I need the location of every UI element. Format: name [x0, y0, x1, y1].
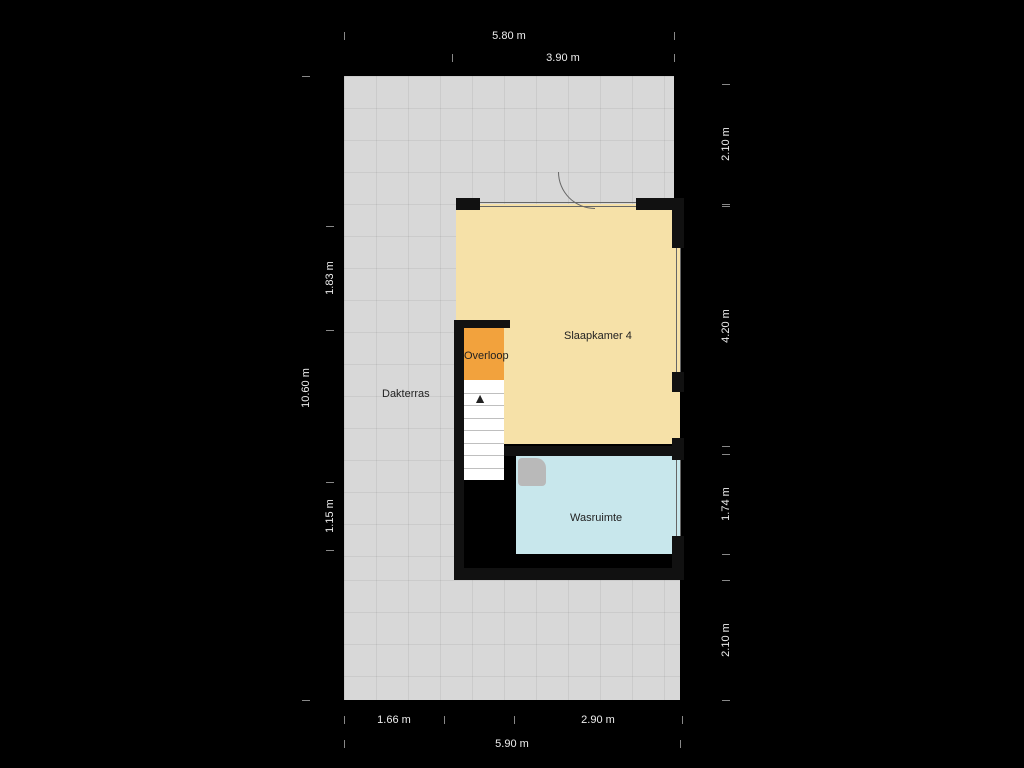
wall-segment: [454, 320, 464, 580]
dimension-tick: [722, 580, 730, 581]
dimension-tick: [722, 554, 730, 555]
terrace-label: Dakterras: [382, 388, 430, 400]
dimension-tick: [344, 716, 345, 724]
label-slaapkamer4: Slaapkamer 4: [564, 330, 632, 342]
dimension-tick: [344, 740, 345, 748]
dimension-tick: [444, 716, 445, 724]
dim-v-1: 1.83 m: [324, 261, 336, 295]
window-line: [676, 248, 677, 372]
dimension-tick: [722, 84, 730, 85]
dim-h-0: 5.80 m: [492, 30, 526, 42]
wall-segment: [454, 568, 684, 580]
dim-v-2: 1.15 m: [324, 499, 336, 533]
dimension-tick: [326, 330, 334, 331]
dimension-tick: [722, 204, 730, 205]
dim-h-2: 1.66 m: [377, 714, 411, 726]
dimension-tick: [302, 76, 310, 77]
stairs-arrow-icon: ▲: [473, 390, 487, 406]
label-overloop: Overloop: [464, 350, 509, 362]
window-line: [680, 460, 681, 536]
dimension-tick: [514, 716, 515, 724]
dimension-tick: [452, 54, 453, 62]
dim-v-0: 10.60 m: [300, 368, 312, 408]
dim-h-1: 3.90 m: [546, 52, 580, 64]
dimension-tick: [680, 740, 681, 748]
dimension-tick: [722, 446, 730, 447]
wall-segment: [672, 198, 684, 248]
wall-segment: [456, 198, 480, 210]
washer-fixture-icon: [518, 458, 546, 486]
dimension-tick: [326, 226, 334, 227]
dimension-tick: [682, 716, 683, 724]
window-line: [480, 202, 636, 203]
dim-v-6: 2.10 m: [720, 623, 732, 657]
wall-segment: [672, 372, 684, 392]
floorplan-stage: { "canvas": { "width": 1024, "height": 7…: [0, 0, 1024, 768]
window-line: [676, 460, 677, 536]
terrace-top: [344, 76, 674, 204]
dimension-tick: [302, 700, 310, 701]
wall-segment: [504, 446, 684, 456]
dim-v-4: 4.20 m: [720, 309, 732, 343]
dimension-tick: [722, 454, 730, 455]
dim-v-3: 2.10 m: [720, 127, 732, 161]
terrace-bottom: [344, 580, 680, 700]
dimension-tick: [326, 550, 334, 551]
wall-segment: [454, 320, 510, 328]
dimension-tick: [326, 482, 334, 483]
dimension-tick: [674, 54, 675, 62]
label-wasruimte: Wasruimte: [570, 512, 622, 524]
dimension-tick: [344, 32, 345, 40]
dim-h-3: 2.90 m: [581, 714, 615, 726]
dim-v-5: 1.74 m: [720, 487, 732, 521]
dimension-tick: [722, 700, 730, 701]
window-line: [680, 248, 681, 372]
window-line: [480, 206, 636, 207]
dim-h-4: 5.90 m: [495, 738, 529, 750]
dimension-tick: [722, 206, 730, 207]
dimension-tick: [674, 32, 675, 40]
